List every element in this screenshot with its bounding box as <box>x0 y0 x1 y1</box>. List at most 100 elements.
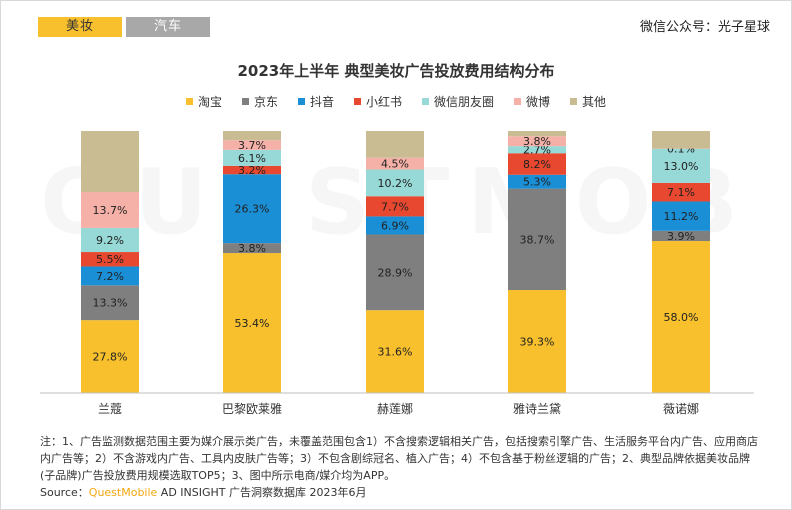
data-label: 6.1% <box>238 152 266 165</box>
legend-swatch <box>185 98 193 105</box>
tab-auto[interactable]: 汽车 <box>126 17 210 37</box>
source-prefix: Source： <box>40 486 89 499</box>
bar-segment <box>508 188 566 291</box>
bar-segment <box>223 131 281 141</box>
bar-segment <box>81 252 139 267</box>
bar-segment <box>508 290 566 393</box>
legend-label: 微博 <box>526 95 551 109</box>
data-label: 6.9% <box>381 219 409 232</box>
legend-label: 其他 <box>582 95 607 109</box>
bar-segment <box>223 140 281 150</box>
source-suffix: AD INSIGHT 广告洞察数据库 2023年6月 <box>157 486 367 499</box>
legend-label: 小红书 <box>365 95 402 109</box>
chart-legend: 淘宝 京东 抖音 小红书 微信朋友圈 微博 其他 <box>0 93 792 110</box>
legend-label: 微信朋友圈 <box>434 95 495 109</box>
data-label: 38.7% <box>520 233 555 246</box>
data-label: 3.2% <box>238 164 266 177</box>
legend-label: 淘宝 <box>197 95 222 109</box>
data-label: 7.2% <box>96 270 124 283</box>
bar-segment <box>223 174 281 244</box>
bar-segment <box>508 153 566 175</box>
x-tick-label: 薇诺娜 <box>663 402 699 416</box>
footnote: 注：1、广告监测数据范围主要为媒介展示类广告，未覆盖范围包含1）不含搜索逻辑相关… <box>40 435 758 482</box>
bar-segment <box>366 216 424 235</box>
legend-item: 小红书 <box>353 93 402 110</box>
data-label: 8.2% <box>523 158 551 171</box>
source-brand: QuestMobile <box>88 486 158 499</box>
data-label: 7.7% <box>381 200 409 213</box>
data-label: 9.2% <box>96 234 124 247</box>
bar-segment <box>508 131 566 137</box>
legend-swatch <box>422 98 429 105</box>
legend-item: 淘宝 <box>185 93 222 110</box>
data-label: 11.2% <box>664 210 699 223</box>
x-tick-label: 兰蔻 <box>98 402 122 416</box>
data-label: 27.8% <box>93 351 128 364</box>
bar-segment <box>223 165 281 175</box>
bar-segment <box>81 266 139 286</box>
bar-segment <box>81 192 139 228</box>
data-label: 3.9% <box>667 230 695 243</box>
bar-segment <box>508 146 566 154</box>
data-label: 26.3% <box>235 203 270 216</box>
bar-segment <box>366 157 424 170</box>
x-tick-label: 巴黎欧莱雅 <box>222 401 282 416</box>
chart-title: 2023年上半年 典型美妆广告投放费用结构分布 <box>237 62 555 80</box>
data-label: 53.4% <box>235 317 270 330</box>
data-label: 13.0% <box>664 160 699 173</box>
data-label: 4.5% <box>381 158 409 171</box>
bar-segment <box>366 310 424 393</box>
bar-segment <box>508 136 566 147</box>
x-tick-label: 雅诗兰黛 <box>513 401 561 416</box>
data-label: 7.1% <box>667 186 695 199</box>
data-label: 58.0% <box>664 311 699 324</box>
legend-swatch <box>570 98 578 105</box>
bar-segment <box>81 320 139 393</box>
bar-segment <box>652 131 710 149</box>
x-tick-label: 赫莲娜 <box>377 402 413 416</box>
legend-item: 微博 <box>514 93 550 110</box>
data-label: 31.6% <box>378 346 413 359</box>
legend-swatch <box>514 98 522 105</box>
legend-item: 其他 <box>570 93 606 110</box>
bar-segment <box>652 148 710 183</box>
data-label: 10.2% <box>378 177 413 190</box>
bar-segment <box>366 196 424 217</box>
bar-segment <box>81 131 139 193</box>
legend-swatch <box>241 98 249 105</box>
bar-segment <box>508 174 566 189</box>
data-label: 5.5% <box>96 253 124 266</box>
bar-segment <box>81 227 139 253</box>
legend-item: 微信朋友圈 <box>422 93 494 110</box>
bar-segment <box>652 230 710 242</box>
credit-text: 微信公众号：光子星球 <box>639 20 770 35</box>
bar-segment <box>652 182 710 202</box>
source-line: Source：QuestMobile AD INSIGHT 广告洞察数据库 20… <box>40 484 367 500</box>
data-label: 39.3% <box>520 336 555 349</box>
legend-item: 抖音 <box>297 93 334 110</box>
bar-segment <box>366 131 424 158</box>
legend-item: 京东 <box>241 93 278 110</box>
legend-swatch <box>297 98 305 105</box>
bar-segment <box>223 149 281 166</box>
data-label: 3.8% <box>238 242 266 255</box>
data-label: 3.7% <box>238 139 266 152</box>
bar-segment <box>81 285 139 321</box>
legend-swatch <box>353 98 361 105</box>
bar-segment <box>652 201 710 231</box>
legend-label: 京东 <box>253 95 278 109</box>
data-label: 28.9% <box>378 266 413 279</box>
bar-segment <box>366 234 424 311</box>
tab-beauty[interactable]: 美妆 <box>38 17 122 37</box>
legend-label: 抖音 <box>309 95 334 109</box>
bar-segment <box>223 243 281 254</box>
data-label: 13.3% <box>93 297 128 310</box>
data-label: 5.3% <box>523 176 551 189</box>
data-label: 13.7% <box>93 204 128 217</box>
bar-segment <box>223 253 281 393</box>
data-label: 3.8% <box>523 135 551 148</box>
bar-segment <box>366 169 424 197</box>
data-label: 2.7% <box>523 144 551 157</box>
bar-segment <box>652 241 710 393</box>
category-tabs: 美妆 汽车 <box>38 17 210 37</box>
